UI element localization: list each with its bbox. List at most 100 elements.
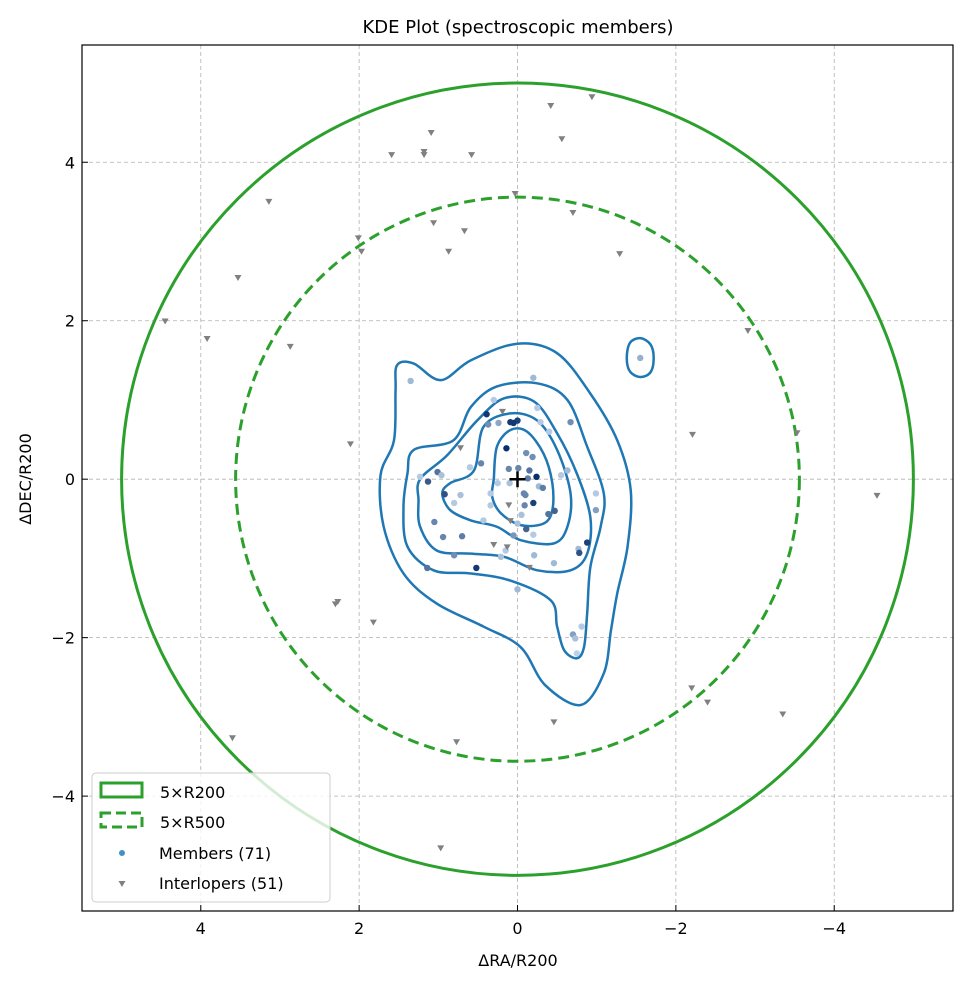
- axis-ticks: 4 2 0 −2 −4 4 2 0 −2 −4: [51, 153, 846, 938]
- member-point: [510, 419, 517, 427]
- legend-r200-label: 5×R200: [160, 783, 225, 802]
- member-point: [545, 428, 553, 435]
- member-point: [505, 465, 512, 473]
- kde-contour: [490, 427, 555, 528]
- interloper-point: [265, 198, 273, 205]
- kde-contour: [625, 336, 655, 379]
- member-point: [545, 510, 552, 518]
- legend-members-marker: [119, 850, 125, 856]
- interloper-point: [588, 94, 596, 101]
- center-marker: [509, 471, 526, 488]
- member-point: [592, 506, 600, 514]
- center-cross-icon: [509, 471, 526, 488]
- x-tick-label: −2: [664, 919, 688, 938]
- member-point: [515, 464, 522, 472]
- member-point: [497, 553, 505, 561]
- member-point: [523, 449, 530, 457]
- member-point: [637, 354, 644, 362]
- kde-contour: [416, 395, 593, 574]
- member-point: [522, 491, 529, 499]
- member-point: [495, 419, 502, 427]
- member-point: [466, 464, 474, 471]
- interloper-point: [453, 739, 461, 746]
- member-point: [473, 564, 480, 572]
- interloper-point: [525, 564, 533, 571]
- member-point: [487, 502, 494, 509]
- interloper-point: [616, 251, 624, 258]
- member-point: [438, 472, 445, 479]
- kde-contours: [378, 336, 655, 707]
- r200-circle: [120, 81, 915, 877]
- member-point: [490, 396, 497, 404]
- member-point: [416, 473, 424, 481]
- interloper-point: [456, 445, 464, 452]
- member-point: [524, 475, 531, 482]
- interloper-point: [161, 318, 169, 325]
- member-point: [533, 473, 540, 481]
- member-point: [477, 460, 485, 467]
- legend-r500-label: 5×R500: [160, 813, 225, 832]
- member-point: [526, 467, 533, 474]
- y-tick-label: 0: [65, 470, 75, 489]
- interloper-points: [161, 94, 881, 852]
- x-axis-label: ΔRA/R200: [478, 951, 557, 970]
- member-point: [431, 518, 438, 526]
- interloper-point: [511, 190, 519, 197]
- interloper-point: [490, 541, 498, 548]
- interloper-point: [388, 152, 396, 159]
- member-point: [521, 502, 528, 509]
- radius-circles: [120, 81, 915, 877]
- member-point: [441, 491, 448, 498]
- interloper-point: [547, 103, 555, 110]
- interloper-point: [334, 598, 342, 605]
- member-point: [537, 418, 544, 426]
- interloper-point: [430, 220, 438, 227]
- legend-r200-swatch: [99, 781, 144, 799]
- member-point: [576, 549, 583, 557]
- kde-contour: [378, 342, 633, 707]
- legend-box: [91, 772, 331, 903]
- member-point: [514, 520, 521, 527]
- interloper-point: [354, 235, 362, 242]
- member-point: [439, 533, 447, 541]
- interloper-point: [460, 228, 468, 235]
- member-point: [530, 374, 537, 381]
- member-point: [518, 511, 525, 519]
- member-point: [407, 377, 414, 385]
- member-point: [534, 404, 541, 412]
- interloper-point: [873, 492, 881, 499]
- member-point: [450, 552, 458, 559]
- interloper-point: [793, 430, 801, 437]
- legend: 5×R200 5×R500 Members (71) Interlopers (…: [91, 772, 331, 903]
- member-point: [539, 484, 547, 492]
- member-point: [567, 418, 574, 426]
- kde-contour: [402, 381, 606, 660]
- member-point: [578, 623, 585, 630]
- interloper-point: [203, 335, 211, 342]
- interloper-point: [506, 518, 514, 525]
- member-point: [483, 411, 490, 418]
- interloper-point: [234, 274, 242, 281]
- x-tick-label: 0: [512, 919, 522, 938]
- x-tick-label: −4: [822, 919, 846, 938]
- member-point: [506, 479, 513, 487]
- interloper-point: [779, 711, 787, 718]
- member-point: [424, 564, 431, 572]
- interloper-point: [286, 343, 294, 350]
- member-point: [458, 533, 466, 540]
- member-point: [530, 531, 537, 538]
- member-points: [407, 354, 644, 657]
- interloper-point: [704, 699, 712, 706]
- y-tick-label: −2: [51, 629, 75, 648]
- member-point: [551, 507, 558, 515]
- interloper-point: [744, 328, 752, 335]
- legend-interlopers-label: Interlopers (51): [159, 874, 284, 893]
- interloper-point: [498, 408, 506, 415]
- y-tick-label: 2: [65, 312, 75, 331]
- member-point: [503, 445, 510, 452]
- interloper-point: [505, 502, 513, 509]
- member-point: [450, 499, 458, 507]
- y-axis-label: ΔDEC/R200: [16, 433, 35, 525]
- r500-circle: [234, 195, 801, 763]
